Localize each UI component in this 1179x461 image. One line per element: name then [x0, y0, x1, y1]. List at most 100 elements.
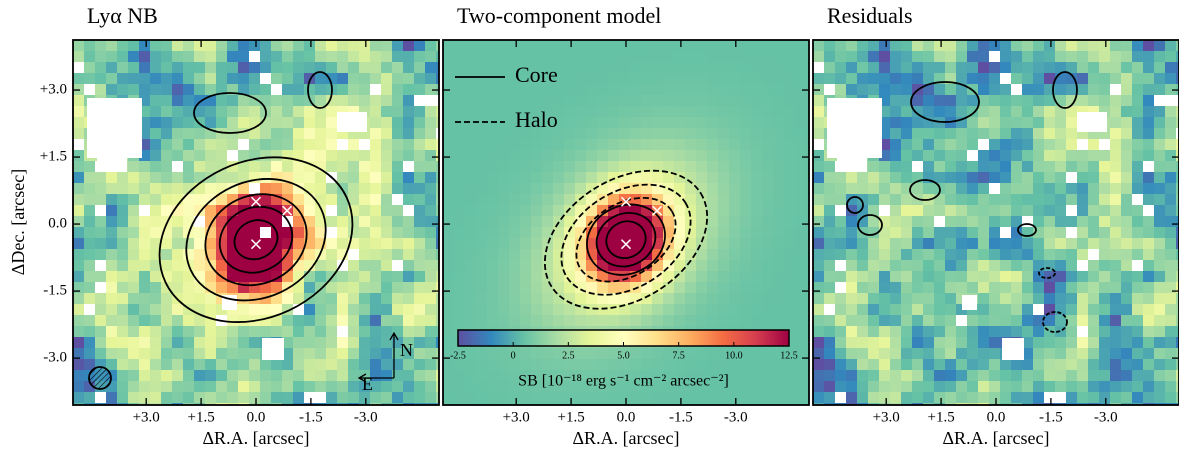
pixel: [1154, 315, 1166, 327]
pixel: [978, 370, 990, 382]
pixel: [1000, 84, 1012, 96]
pixel: [436, 381, 439, 393]
pixel: [337, 51, 349, 63]
pixel: [1044, 172, 1056, 184]
pixel: [293, 282, 305, 294]
pixel: [967, 381, 979, 393]
pixel: [128, 315, 140, 327]
pixel: [271, 359, 283, 371]
pixel: [531, 139, 543, 151]
pixel: [806, 326, 809, 338]
marker-cross: [652, 205, 663, 216]
pixel: [150, 326, 162, 338]
pixel: [282, 381, 294, 393]
pixel: [729, 315, 741, 327]
pixel: [806, 271, 809, 283]
pixel: [813, 260, 825, 272]
pixel: [139, 348, 151, 360]
pixel: [729, 238, 741, 250]
pixel: [271, 293, 283, 305]
pixel: [403, 293, 415, 305]
pixel: [1132, 271, 1144, 283]
pixel: [1143, 359, 1155, 371]
pixel: [1154, 359, 1166, 371]
pixel: [172, 227, 184, 239]
pixel: [414, 227, 426, 239]
pixel: [425, 150, 437, 162]
pixel: [1066, 150, 1078, 162]
pixel: [216, 216, 228, 228]
pixel: [901, 370, 913, 382]
pixel: [1121, 227, 1133, 239]
pixel: [1066, 392, 1078, 404]
pixel: [150, 293, 162, 305]
pixel: [857, 271, 869, 283]
pixel: [531, 216, 543, 228]
pixel: [740, 249, 752, 261]
pixel: [106, 304, 118, 316]
pixel: [260, 183, 272, 195]
pixel: [967, 216, 979, 228]
pixel: [326, 238, 338, 250]
pixel: [542, 194, 554, 206]
pixel: [348, 172, 360, 184]
pixel: [260, 194, 272, 206]
pixel: [630, 128, 642, 140]
pixel: [509, 194, 521, 206]
pixel: [370, 348, 382, 360]
pixel: [487, 205, 499, 217]
pixel: [685, 51, 697, 63]
pixel: [707, 205, 719, 217]
pixel: [824, 348, 836, 360]
pixel: [293, 51, 305, 63]
pixel: [183, 326, 195, 338]
pixel: [542, 304, 554, 316]
pixel: [205, 403, 217, 405]
contour: [605, 220, 647, 259]
pixel: [128, 194, 140, 206]
pixel: [835, 205, 847, 217]
pixel: [824, 359, 836, 371]
pixel: [1154, 216, 1166, 228]
pixel: [901, 337, 913, 349]
pixel: [586, 172, 598, 184]
pixel: [762, 359, 774, 371]
pixel: [1132, 282, 1144, 294]
pixel: [150, 51, 162, 63]
pixel: [520, 183, 532, 195]
pixel: [806, 260, 809, 272]
pixel: [890, 84, 902, 96]
pixel: [249, 117, 261, 129]
pixel: [608, 282, 620, 294]
pixel: [139, 183, 151, 195]
pixel: [564, 381, 576, 393]
pixel: [912, 392, 924, 404]
pixel: [685, 238, 697, 250]
pixel: [857, 172, 869, 184]
pixel: [912, 216, 924, 228]
pixel: [795, 161, 807, 173]
pixel: [773, 315, 785, 327]
pixel: [73, 348, 85, 360]
pixel: [443, 403, 455, 405]
pixel: [978, 139, 990, 151]
pixel: [663, 392, 675, 404]
pixel: [106, 73, 118, 85]
pixel: [476, 293, 488, 305]
pixel: [1000, 139, 1012, 151]
pixel: [762, 205, 774, 217]
pixel: [696, 62, 708, 74]
pixel: [106, 40, 118, 52]
pixel: [685, 194, 697, 206]
pixel: [685, 161, 697, 173]
pixel: [1088, 381, 1100, 393]
pixel: [326, 106, 338, 118]
pixel: [784, 62, 796, 74]
pixel: [443, 337, 455, 349]
pixel: [564, 150, 576, 162]
pixel: [117, 381, 129, 393]
pixel: [619, 161, 631, 173]
pixel: [260, 271, 272, 283]
pixel: [249, 128, 261, 140]
pixel: [575, 183, 587, 195]
